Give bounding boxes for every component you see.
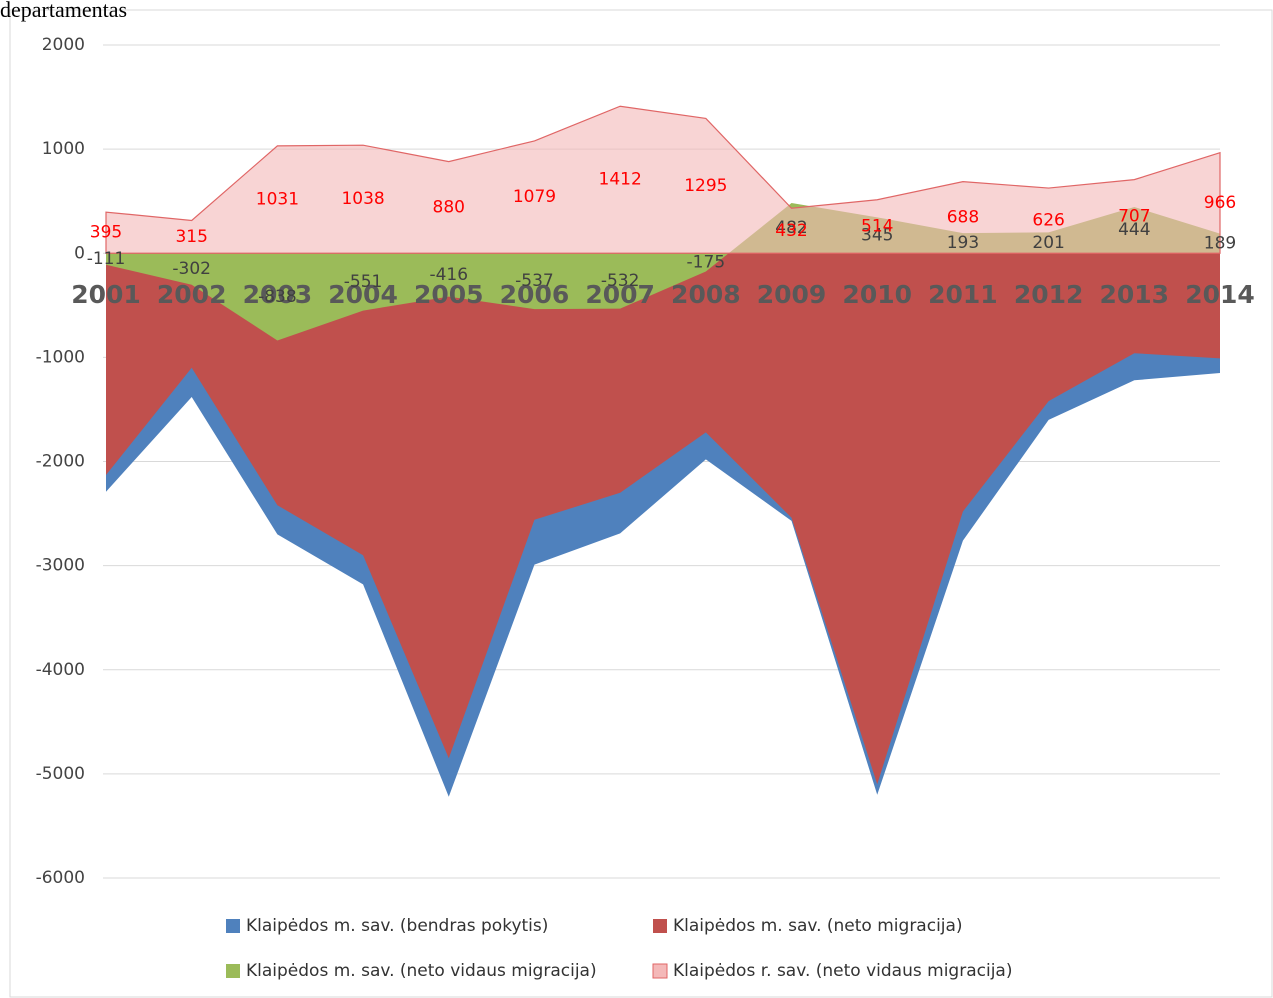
y-tick-label: -5000 [36,764,85,784]
x-tick-label: 2013 [1100,280,1170,309]
data-label: -175 [687,252,726,272]
x-tick-label: 2005 [414,280,484,309]
x-tick-label: 2004 [328,280,398,309]
data-label: 432 [775,221,807,241]
y-tick-label: -6000 [36,868,85,888]
x-tick-label: 2007 [585,280,655,309]
area [105,105,1221,254]
data-label: 688 [947,207,979,227]
data-label: 482 [775,218,807,238]
data-label: 626 [1032,211,1064,231]
data-label: 345 [861,225,893,245]
data-label: 444 [1118,220,1150,240]
x-tick-label: 2001 [71,280,141,309]
x-tick-label: 2008 [671,280,741,309]
data-label: 1295 [684,176,727,196]
legend-label: Klaipėdos r. sav. (neto vidaus migracija… [673,961,1012,981]
x-tick-label: 2002 [157,280,227,309]
data-label: 189 [1204,233,1236,253]
legend-swatch [653,919,667,933]
data-label: -551 [344,272,383,292]
legend-swatch [226,919,240,933]
data-label: 514 [861,216,893,236]
x-tick-label: 2006 [500,280,570,309]
data-label: 707 [1118,206,1150,226]
x-tick-label: 2011 [928,280,998,309]
data-label: 966 [1204,193,1236,213]
x-tick-label: 2014 [1185,280,1255,309]
data-label: -111 [87,249,126,269]
x-tick-label: 2012 [1014,280,1084,309]
data-label: 201 [1032,233,1064,253]
x-tick-label: 2009 [757,280,827,309]
area [106,253,1220,785]
y-tick-label: -3000 [36,556,85,576]
legend-label: Klaipėdos m. sav. (neto vidaus migracija… [246,961,597,981]
y-tick-label: -2000 [36,452,85,472]
chart-title: departamentas [0,0,127,22]
legend-swatch [652,963,668,979]
data-label: -532 [601,271,640,291]
data-label: 315 [175,227,207,247]
data-label: -838 [258,287,297,307]
y-tick-label: 2000 [42,35,85,55]
legend-swatch [226,964,240,978]
data-label: 193 [947,233,979,253]
data-label: 1038 [341,189,384,209]
chart-frame [9,9,1273,998]
x-tick-label: 2010 [842,280,912,309]
x-tick-label: 2003 [243,280,313,309]
data-label: 1031 [256,190,299,210]
data-label: -302 [172,259,211,279]
data-label: 1412 [599,170,642,190]
y-tick-label: 0 [74,243,85,263]
y-tick-label: -1000 [36,347,85,367]
y-tick-label: 1000 [42,139,85,159]
data-label: 880 [433,197,465,217]
data-label: 1079 [513,187,556,207]
data-label: -537 [515,271,554,291]
legend-label: Klaipėdos m. sav. (bendras pokytis) [246,916,548,936]
y-tick-label: -4000 [36,660,85,680]
data-label: -416 [429,265,468,285]
legend-label: Klaipėdos m. sav. (neto migracija) [673,916,963,936]
data-label: 395 [90,223,122,243]
